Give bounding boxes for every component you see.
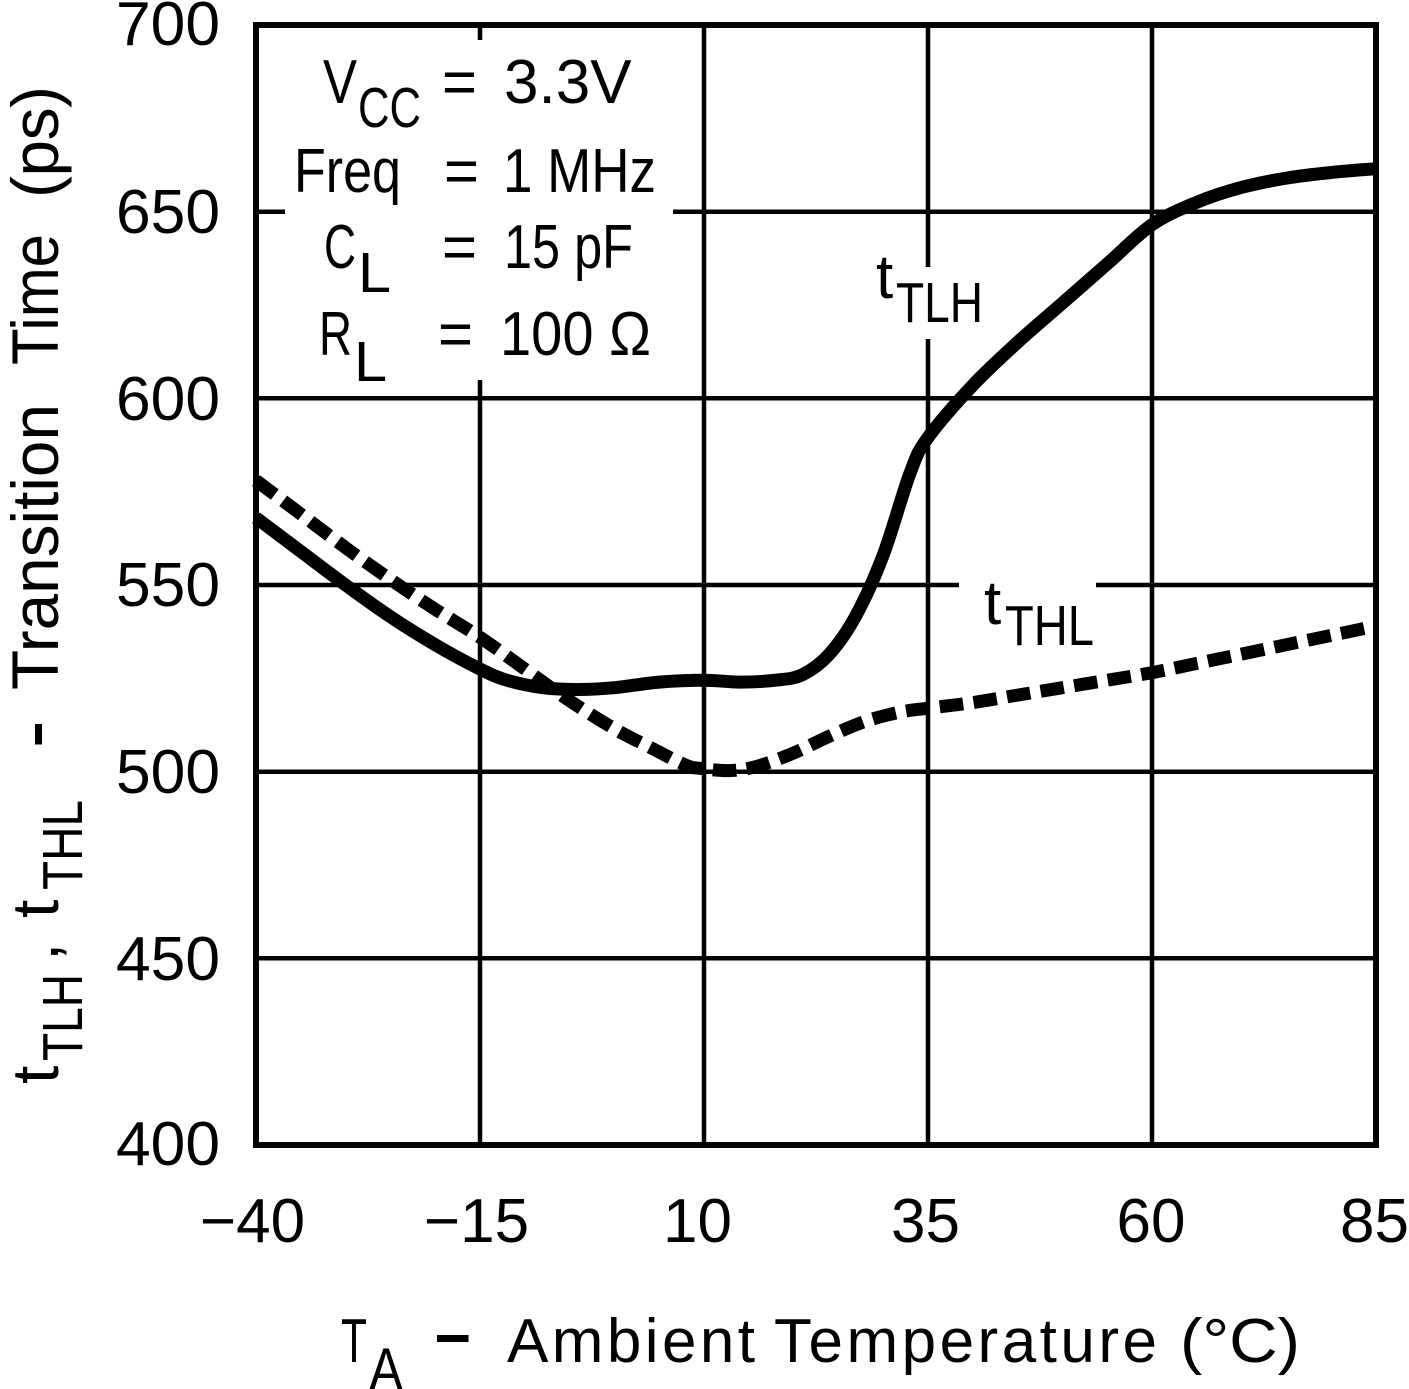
svg-text:C: C <box>324 213 356 282</box>
svg-text:100 Ω: 100 Ω <box>500 300 651 369</box>
svg-text:85: 85 <box>1340 1187 1409 1256</box>
svg-text:T: T <box>341 1307 367 1376</box>
svg-text:=: = <box>438 300 473 369</box>
svg-text:TLH: TLH <box>31 974 95 1061</box>
svg-text:L: L <box>358 241 391 305</box>
svg-text:(ps): (ps) <box>0 86 72 198</box>
svg-text:600: 600 <box>116 365 220 434</box>
svg-text:t: t <box>876 243 893 312</box>
svg-text:=: = <box>442 48 477 117</box>
svg-text:=: = <box>442 213 477 282</box>
svg-text:60: 60 <box>1117 1187 1186 1256</box>
svg-text:3.3V: 3.3V <box>504 48 632 117</box>
svg-text:R: R <box>319 300 352 369</box>
svg-text:35: 35 <box>891 1187 960 1256</box>
svg-text:1 MHz: 1 MHz <box>503 137 656 206</box>
svg-text:A: A <box>369 1336 403 1389</box>
svg-text:t: t <box>984 569 1001 638</box>
svg-text:CC: CC <box>358 76 421 140</box>
svg-text:−40: −40 <box>200 1187 305 1256</box>
svg-text:−15: −15 <box>424 1187 529 1256</box>
svg-text:500: 500 <box>116 738 220 807</box>
svg-text:V: V <box>323 48 358 117</box>
svg-text:,: , <box>0 943 72 961</box>
svg-text:700: 700 <box>116 0 220 59</box>
svg-text:10: 10 <box>663 1187 732 1256</box>
svg-text:400: 400 <box>116 1110 220 1179</box>
svg-text:=: = <box>444 137 479 206</box>
svg-text:THL: THL <box>1005 594 1094 658</box>
svg-text:550: 550 <box>116 551 220 620</box>
svg-text:Freq: Freq <box>294 137 401 206</box>
svg-text:TLH: TLH <box>896 271 983 335</box>
svg-text:L: L <box>354 330 387 394</box>
svg-text:Temperature: Temperature <box>774 1307 1157 1376</box>
svg-text:t: t <box>0 900 72 918</box>
svg-text:15 pF: 15 pF <box>504 213 633 282</box>
svg-text:t: t <box>0 1066 72 1084</box>
svg-text:450: 450 <box>116 925 220 994</box>
svg-text:(°C): (°C) <box>1180 1307 1300 1376</box>
svg-text:Time: Time <box>0 234 72 365</box>
svg-text:THL: THL <box>31 800 95 890</box>
svg-text:650: 650 <box>116 178 220 247</box>
svg-text:Transition: Transition <box>0 404 72 690</box>
svg-text:Ambient: Ambient <box>507 1307 755 1376</box>
